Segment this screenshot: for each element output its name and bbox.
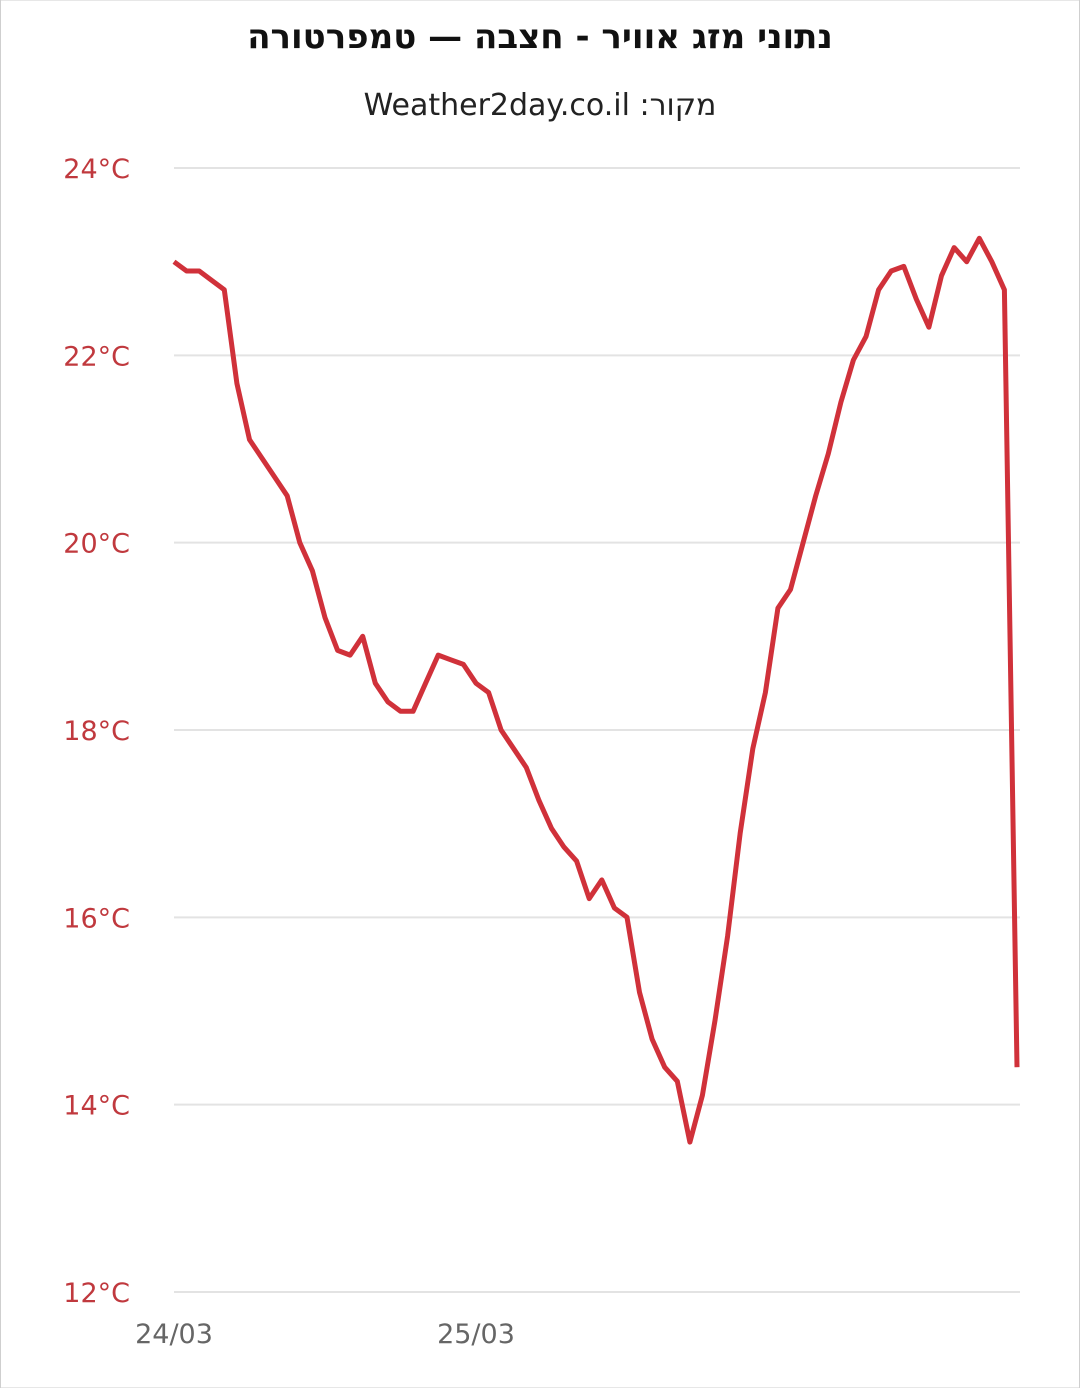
temperature-line xyxy=(172,235,1020,1145)
chart-subtitle: מקור: Weather2day.co.il xyxy=(364,88,717,123)
y-tick-label: 22°C xyxy=(63,341,130,372)
y-tick-label: 20°C xyxy=(63,529,130,560)
y-tick-label: 18°C xyxy=(63,716,130,747)
y-tick-label: 24°C xyxy=(63,154,130,185)
y-tick-label: 12°C xyxy=(63,1278,130,1309)
y-tick-label: 14°C xyxy=(63,1091,130,1122)
chart-title: נתוני מזג אוויר - חצבה — טמפרטורה xyxy=(247,17,833,57)
y-tick-label: 16°C xyxy=(63,903,130,934)
x-tick-label: 24/03 xyxy=(135,1319,213,1350)
x-tick-label: 25/03 xyxy=(437,1319,515,1350)
